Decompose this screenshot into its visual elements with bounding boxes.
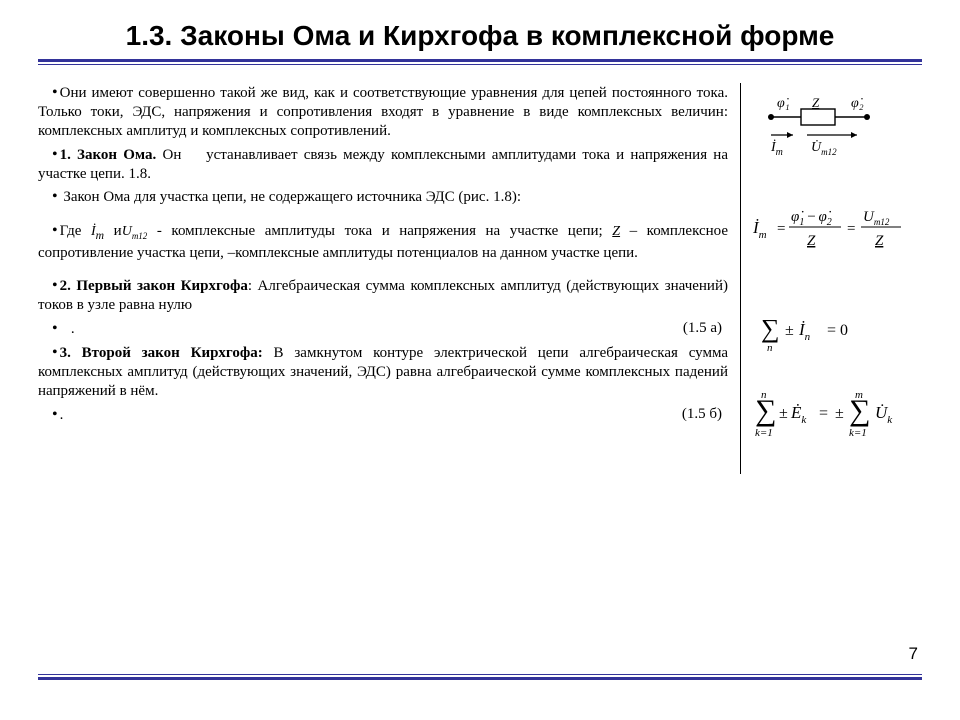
para-k1: 2. Первый закон Кирхгофа: Алгебраическая… xyxy=(38,276,728,315)
eqnum-1-5a: (1.5 а) xyxy=(683,319,722,338)
svg-text:φ̇₁: φ̇₁ xyxy=(777,96,790,111)
ohm2-text: Закон Ома для участка цепи, не содержаще… xyxy=(60,189,521,205)
svg-text:k=1: k=1 xyxy=(849,427,867,439)
eq-kirchhoff2: ∑ n k=1 ± Ėk = ± ∑ m k=1 U̇k xyxy=(749,386,929,446)
svg-text:n: n xyxy=(761,389,767,401)
content-row: Они имеют совершенно такой же вид, как и… xyxy=(38,83,922,474)
svg-text:Z: Z xyxy=(807,233,816,249)
svg-text:U̇m12: U̇m12 xyxy=(811,139,837,157)
page-number: 7 xyxy=(909,644,918,664)
eq-ohm: İm = φ̇1−φ̇2 Z = Um12 Z xyxy=(749,203,929,259)
sym-Z: Z xyxy=(612,224,620,239)
para-where: Где İm иUm12 - комплексные амплитуды ток… xyxy=(38,221,728,262)
where-b: и xyxy=(104,223,122,239)
eqnum-1-5b: (1.5 б) xyxy=(682,405,722,424)
svg-text:Um12: Um12 xyxy=(863,209,890,227)
svg-text:∑: ∑ xyxy=(761,314,780,343)
svg-text:±: ± xyxy=(835,405,844,422)
sym-Im: İm xyxy=(91,224,104,239)
k2-title: 3. Второй закон Кирхгофа: xyxy=(60,345,263,361)
column-divider xyxy=(740,83,741,474)
svg-text:=: = xyxy=(819,405,828,422)
svg-text:İm: İm xyxy=(752,218,767,241)
svg-text:=: = xyxy=(847,221,855,237)
para-k2: 3. Второй закон Кирхгофа: В замкнутом ко… xyxy=(38,343,728,401)
svg-text:Z: Z xyxy=(812,95,820,110)
sym-U: Um12 xyxy=(122,224,148,239)
k1-title: 2. Первый закон Кирхгофа xyxy=(60,278,248,294)
text-column: Они имеют совершенно такой же вид, как и… xyxy=(38,83,736,474)
para-k1-eqline: .(1.5 а) xyxy=(38,319,728,339)
svg-text:U̇k: U̇k xyxy=(875,403,893,426)
svg-text:k=1: k=1 xyxy=(755,427,773,439)
eq-kirchhoff1: ∑ n ± İn = 0 xyxy=(749,309,929,359)
para-intro: Они имеют совершенно такой же вид, как и… xyxy=(38,83,728,141)
rule-bottom xyxy=(38,672,922,680)
svg-text:İn: İn xyxy=(798,320,811,343)
svg-text:İm: İm xyxy=(770,139,783,157)
where-a: Где xyxy=(60,223,91,239)
rule-top-thick xyxy=(38,59,922,62)
svg-text:±: ± xyxy=(785,322,794,339)
svg-text:Ėk: Ėk xyxy=(790,403,807,426)
rule-top-thin xyxy=(38,64,922,65)
svg-text:φ̇₂: φ̇₂ xyxy=(851,96,864,111)
para-intro-text: Они имеют совершенно такой же вид, как и… xyxy=(38,85,728,139)
ohm-title: 1. Закон Ома. xyxy=(60,147,157,163)
circuit-diagram: φ̇₁ φ̇₂ Z İm U̇m12 xyxy=(749,95,929,163)
svg-text:Z: Z xyxy=(875,233,884,249)
svg-text:= 0: = 0 xyxy=(827,322,848,339)
svg-text:m: m xyxy=(855,389,863,401)
para-ohm: 1. Закон Ома. Он устанавливает связь меж… xyxy=(38,145,728,184)
svg-text:=: = xyxy=(777,221,785,237)
svg-text:n: n xyxy=(767,342,773,353)
svg-text:±: ± xyxy=(779,405,788,422)
slide-title: 1.3. Законы Ома и Кирхгофа в комплексной… xyxy=(38,18,922,53)
para-k2-eqline: .(1.5 б) xyxy=(38,405,728,425)
para-ohm2: Закон Ома для участка цепи, не содержаще… xyxy=(38,187,728,207)
svg-text:φ̇1−φ̇2: φ̇1−φ̇2 xyxy=(791,209,832,228)
figure-column: φ̇₁ φ̇₂ Z İm U̇m12 xyxy=(745,83,929,474)
where-c: - комплексные амплитуды тока и напряжени… xyxy=(147,223,612,239)
